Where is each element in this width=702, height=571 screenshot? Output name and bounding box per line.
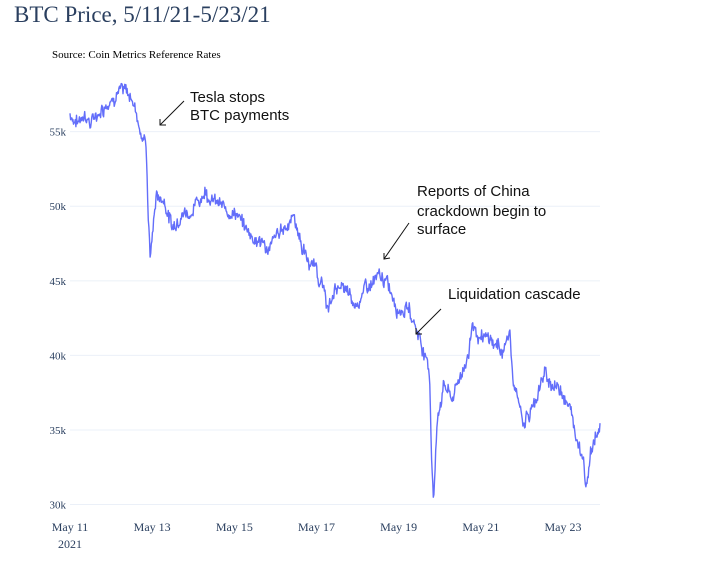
gridlines	[70, 131, 600, 506]
x-tick-label: May 15	[216, 520, 253, 534]
y-tick-label: 35k	[50, 425, 67, 437]
annotations: Tesla stops BTC payments Reports of Chin…	[159, 89, 581, 335]
x-axis-ticks: May 11 2021 May 13 May 15 May 17 May 19 May 21…	[52, 520, 582, 551]
annotation-china-arrow	[383, 222, 410, 260]
y-tick-label: 40k	[50, 350, 67, 362]
annotation-liquidation-arrowhead	[415, 328, 422, 335]
annotation-china-line-1: Reports of China	[417, 183, 530, 200]
x-tick-label: May 19	[380, 520, 417, 534]
x-tick-label: May 17	[298, 520, 335, 534]
annotation-tesla-arrow	[159, 100, 185, 126]
chart-title: BTC Price, 5/11/21-5/23/21	[14, 2, 271, 27]
y-tick-label: 45k	[50, 276, 67, 288]
annotation-liquidation-arrow	[415, 308, 442, 335]
annotation-china-arrowhead	[383, 253, 391, 260]
y-tick-label: 50k	[50, 201, 67, 213]
annotation-liquidation-line-1: Liquidation cascade	[448, 286, 581, 303]
x-tick-sublabel: 2021	[58, 537, 82, 551]
annotation-tesla-line-2: BTC payments	[190, 107, 289, 124]
chart-source: Source: Coin Metrics Reference Rates	[52, 49, 221, 61]
x-tick-label: May 11	[52, 520, 89, 534]
annotation-china-line-3: surface	[417, 221, 466, 238]
x-tick-label: May 21	[462, 520, 499, 534]
price-series-line	[69, 82, 601, 498]
y-tick-label: 30k	[50, 500, 67, 512]
annotation-china-line-2: crackdown begin to	[417, 203, 546, 220]
x-tick-label: May 23	[545, 520, 582, 534]
x-tick-label: May 13	[134, 520, 171, 534]
annotation-tesla-arrowhead	[159, 119, 166, 126]
y-tick-label: 55k	[50, 127, 67, 139]
y-axis-ticks: 30k 35k 40k 45k 50k 55k	[50, 127, 67, 512]
annotation-tesla-line-1: Tesla stops	[190, 89, 265, 106]
